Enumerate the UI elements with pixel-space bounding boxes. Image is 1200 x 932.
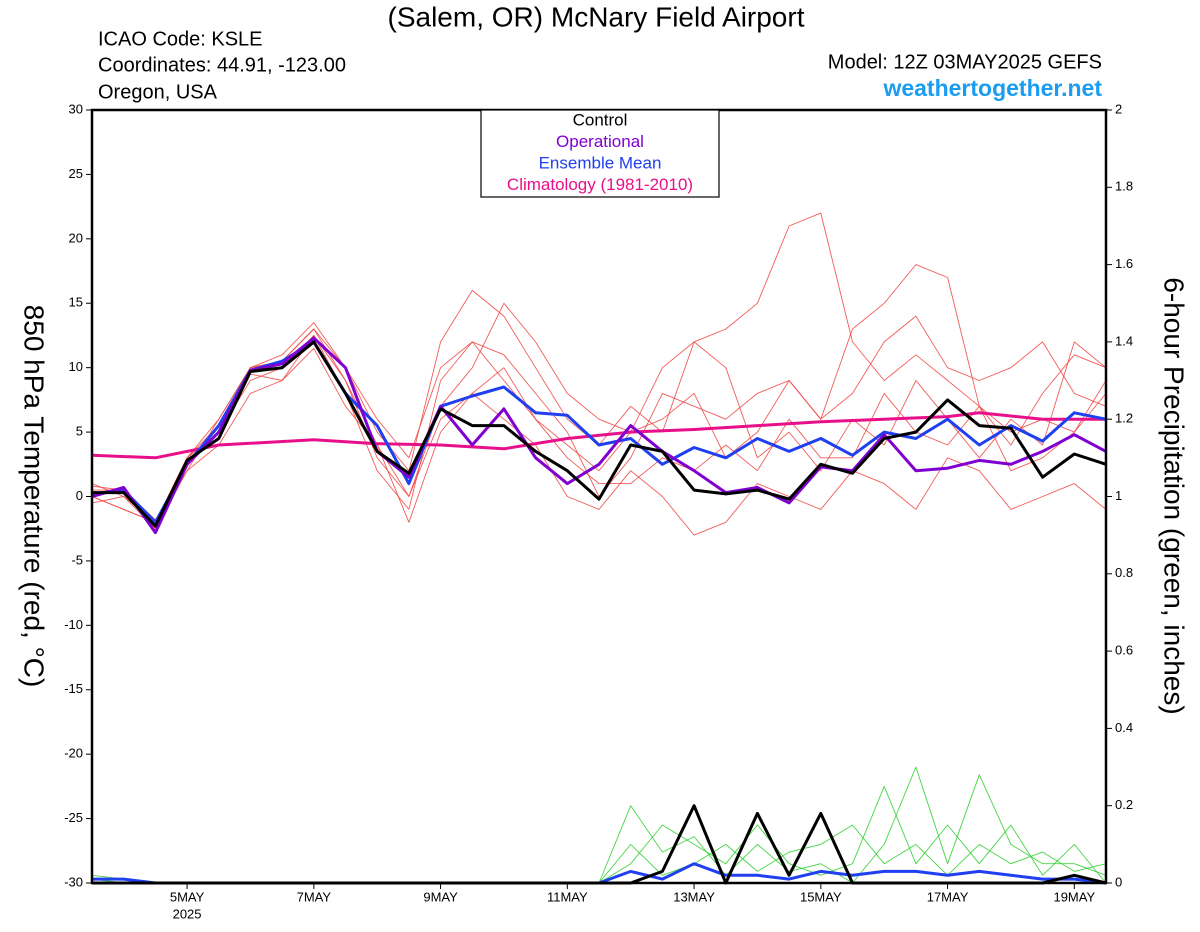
y-tick-label: 10 (69, 359, 83, 374)
station-info: Oregon, USA (98, 81, 218, 103)
x-tick-label: 15MAY (800, 889, 842, 904)
y-tick-label: -30 (64, 874, 83, 889)
station-info: Coordinates: 44.91, -123.00 (98, 54, 346, 76)
station-info: ICAO Code: KSLE (98, 28, 263, 50)
y2-tick-label: 1.8 (1115, 179, 1133, 194)
y-tick-label: -25 (64, 810, 83, 825)
model-info: Model: 12Z 03MAY2025 GEFS (828, 51, 1102, 73)
website: weathertogether.net (882, 75, 1102, 101)
y2-tick-label: 0 (1115, 874, 1122, 889)
x-tick-label: 13MAY (673, 889, 715, 904)
y2-tick-label: 1 (1115, 488, 1122, 503)
legend-entry: Operational (556, 132, 644, 151)
y2-tick-label: 1.6 (1115, 256, 1133, 271)
member-precip-line (91, 766, 1107, 884)
member-line (91, 335, 1107, 523)
y2-tick-label: 1.2 (1115, 411, 1133, 426)
series-line (91, 340, 1107, 524)
plot-area (91, 212, 1107, 885)
y2-tick-label: 0.8 (1115, 565, 1133, 580)
y-axis-label: 850 hPa Temperature (red, °C) (19, 305, 50, 688)
y2-tick-label: 1.4 (1115, 333, 1133, 348)
year-label: 2025 (173, 906, 202, 921)
legend-entry: Control (573, 110, 628, 129)
x-tick-label: 5MAY (170, 889, 205, 904)
y-tick-label: 0 (76, 488, 83, 503)
y2-tick-label: 0.4 (1115, 720, 1133, 735)
x-tick-label: 7MAY (297, 889, 332, 904)
chart-title: (Salem, OR) McNary Field Airport (388, 1, 805, 32)
member-line (91, 347, 1107, 536)
y-tick-label: 5 (76, 424, 83, 439)
x-tick-label: 11MAY (547, 889, 588, 904)
x-tick-label: 17MAY (927, 889, 969, 904)
y-tick-label: -5 (71, 552, 83, 567)
member-precip-line (91, 785, 1107, 884)
y2-tick-label: 2 (1115, 101, 1122, 116)
y-tick-label: 15 (69, 295, 83, 310)
legend-entry: Ensemble Mean (539, 153, 662, 172)
series-precip-line (92, 804, 1107, 885)
x-tick-label: 19MAY (1053, 889, 1095, 904)
member-line (91, 212, 1107, 523)
series-line (91, 336, 1107, 535)
y2-axis-label: 6-hour Precipitation (green, inches) (1159, 277, 1190, 714)
series-line (91, 411, 1106, 460)
y2-tick-label: 0.2 (1115, 797, 1133, 812)
series-line (92, 340, 1107, 528)
y-tick-label: -20 (64, 746, 83, 761)
y2-tick-label: 0.6 (1115, 643, 1133, 658)
x-tick-label: 9MAY (423, 889, 458, 904)
y-tick-label: -15 (64, 681, 83, 696)
y-tick-label: 25 (69, 166, 83, 181)
legend-entry: Climatology (1981-2010) (507, 175, 693, 194)
legend-box (480, 109, 720, 198)
y-tick-label: 30 (69, 101, 83, 116)
series-precip-line (92, 862, 1107, 885)
y-tick-label: 20 (69, 230, 83, 245)
y-tick-label: -10 (64, 617, 83, 632)
